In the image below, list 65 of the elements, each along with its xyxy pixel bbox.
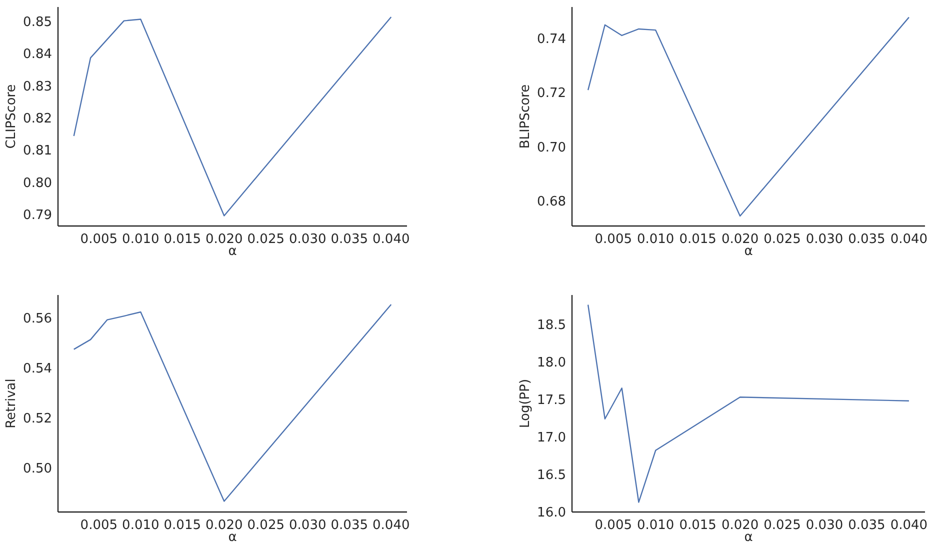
x-tick-label: 0.040: [890, 518, 928, 533]
x-tick-label: 0.010: [122, 232, 160, 247]
x-tick-label: 0.015: [679, 518, 716, 533]
y-tick-label: 0.81: [23, 144, 52, 159]
y-tick-label: 0.70: [537, 140, 566, 156]
y-tick-label: 0.79: [23, 208, 52, 223]
x-tick-label: 0.040: [372, 232, 410, 247]
x-tick-label: 0.020: [206, 518, 243, 533]
line-series: [73, 16, 392, 216]
y-tick-label: 0.85: [23, 15, 52, 30]
y-tick-label: 0.82: [23, 111, 52, 126]
y-tick-label: 0.68: [537, 194, 566, 210]
x-tick-label: 0.005: [80, 518, 118, 533]
y-axis-title: Log(PP): [518, 378, 533, 428]
y-axis-title: CLIPScore: [4, 84, 19, 149]
x-tick-label: 0.030: [806, 518, 844, 533]
x-tick-label: 0.010: [122, 518, 160, 533]
y-tick-label: 17.5: [537, 392, 566, 408]
x-tick-label: 0.035: [330, 232, 368, 247]
x-tick-label: 0.025: [764, 518, 801, 533]
x-tick-label: 0.040: [372, 518, 410, 533]
x-axis-title: α: [744, 244, 753, 259]
y-tick-label: 0.74: [537, 32, 566, 47]
y-axis-title: BLIPScore: [518, 84, 533, 149]
x-tick-label: 0.035: [330, 518, 368, 533]
y-tick-label: 0.80: [23, 176, 52, 191]
y-axis-title: Retrival: [4, 378, 19, 428]
x-axis-title: α: [228, 244, 237, 259]
x-tick-label: 0.010: [636, 232, 674, 247]
x-tick-label: 0.030: [289, 518, 326, 533]
y-tick-label: 16.0: [537, 506, 566, 521]
y-tick-label: 0.52: [23, 411, 52, 426]
x-axis-title: α: [228, 530, 237, 545]
y-tick-label: 16.5: [537, 468, 566, 484]
x-tick-label: 0.020: [721, 518, 759, 533]
x-tick-label: 0.015: [679, 232, 716, 247]
y-tick-label: 18.5: [537, 318, 566, 333]
y-tick-label: 0.50: [23, 462, 52, 476]
line-series: [73, 304, 392, 502]
x-tick-label: 0.030: [289, 232, 326, 247]
x-tick-label: 0.005: [594, 232, 632, 247]
x-tick-label: 0.005: [594, 518, 632, 533]
x-tick-label: 0.025: [764, 232, 801, 247]
x-tick-label: 0.010: [636, 518, 674, 533]
x-tick-label: 0.030: [806, 232, 844, 247]
x-tick-label: 0.020: [206, 232, 243, 247]
line-series: [587, 16, 910, 217]
y-tick-label: 0.72: [537, 86, 566, 102]
y-tick-label: 18.0: [537, 355, 566, 370]
x-axis-title: α: [744, 530, 753, 545]
x-tick-label: 0.015: [164, 518, 202, 533]
x-tick-label: 0.020: [721, 232, 759, 247]
y-tick-label: 0.84: [23, 47, 52, 62]
y-tick-label: 0.54: [23, 361, 52, 376]
y-tick-label: 17.0: [537, 430, 566, 446]
x-tick-label: 0.025: [247, 232, 285, 247]
line-series: [587, 304, 910, 503]
x-tick-label: 0.040: [890, 232, 928, 247]
x-tick-label: 0.005: [80, 232, 118, 247]
x-tick-label: 0.015: [164, 232, 202, 247]
x-tick-label: 0.035: [848, 518, 886, 533]
y-tick-label: 0.83: [23, 79, 52, 94]
x-tick-label: 0.025: [247, 518, 285, 533]
x-tick-label: 0.035: [848, 232, 886, 247]
y-tick-label: 0.56: [23, 311, 52, 326]
